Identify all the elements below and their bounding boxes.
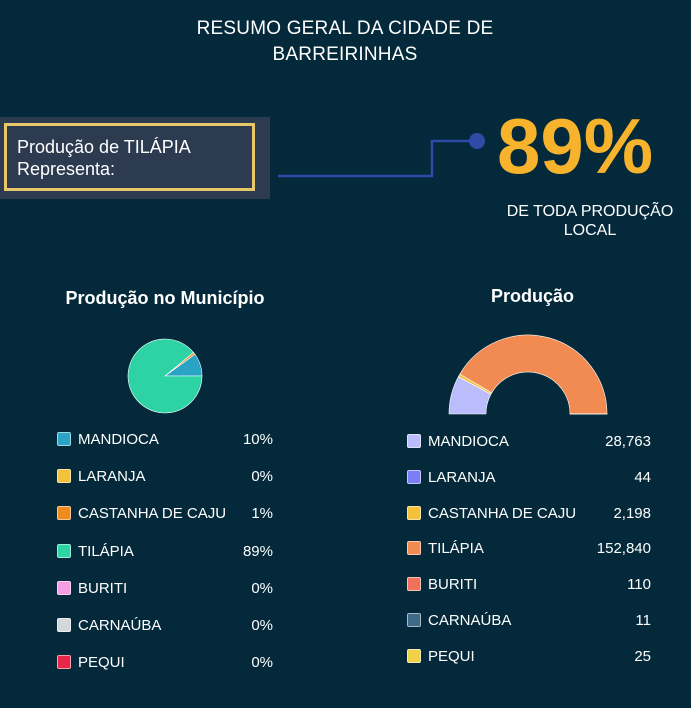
legend-swatch xyxy=(57,655,71,670)
pie-chart xyxy=(127,338,203,414)
donut-legend-item-buriti: BURITI 110 xyxy=(407,575,651,595)
callout-line-1: Produção de TILÁPIA xyxy=(17,137,191,157)
caption-line-1: DE TODA PRODUÇÃO xyxy=(506,203,674,220)
legend-swatch xyxy=(407,648,421,663)
pie-legend-item-laranja: LARANJA 0% xyxy=(57,467,273,487)
legend-value: 10% xyxy=(242,431,273,448)
connector-line xyxy=(278,139,474,178)
legend-value: 0% xyxy=(251,654,273,672)
legend-label: BURITI xyxy=(428,576,478,594)
donut-chart-title: Produção xyxy=(490,286,574,306)
legend-label: LARANJA xyxy=(78,468,146,486)
pie-chart-title: Produção no Município xyxy=(65,288,265,308)
legend-value: 0% xyxy=(251,617,273,634)
pie-legend-item-mandioca: MANDIOCA 10% xyxy=(57,430,273,450)
legend-value: 152,840 xyxy=(596,540,651,558)
donut-legend-item-mandioca: MANDIOCA 28,763 xyxy=(407,432,651,452)
pie-legend-item-castanha-de-caju: CASTANHA DE CAJU 1% xyxy=(57,504,273,524)
legend-label: MANDIOCA xyxy=(78,431,159,448)
legend-label: LARANJA xyxy=(428,468,496,486)
donut-legend-item-carnauba: CARNAÚBA 11 xyxy=(407,611,651,631)
legend-value: 0% xyxy=(251,579,273,597)
caption-line-2: LOCAL xyxy=(563,222,617,239)
big-percentage-caption: DE TODA PRODUÇÃO LOCAL xyxy=(490,202,690,240)
pie-legend-item-buriti: BURITI 0% xyxy=(57,579,273,599)
legend-value: 25 xyxy=(634,647,651,665)
legend-swatch xyxy=(57,469,71,484)
legend-label: CASTANHA DE CAJU xyxy=(78,505,227,523)
legend-value: 110 xyxy=(627,576,651,594)
callout-line-2: Representa: xyxy=(17,159,116,179)
legend-value: 2,198 xyxy=(613,504,651,522)
pie-slice-tilapia xyxy=(127,338,203,414)
callout-frame: Produção de TILÁPIA Representa: xyxy=(4,123,255,191)
page-title-line-2: BARREIRINHAS xyxy=(272,44,418,65)
legend-swatch xyxy=(57,506,71,521)
half-donut-chart xyxy=(448,334,608,415)
legend-swatch xyxy=(407,505,421,520)
legend-value: 1% xyxy=(251,505,273,523)
callout-box: Produção de TILÁPIA Representa: xyxy=(0,117,270,199)
donut-legend-item-laranja: LARANJA 44 xyxy=(407,468,651,488)
legend-label: PEQUI xyxy=(428,647,475,665)
legend-swatch xyxy=(407,469,421,484)
legend-label: PEQUI xyxy=(78,654,125,672)
legend-label: CARNAÚBA xyxy=(78,617,162,634)
legend-label: CARNAÚBA xyxy=(428,612,512,629)
donut-legend-item-pequi: PEQUI 25 xyxy=(407,647,651,667)
legend-label: TILÁPIA xyxy=(78,542,134,560)
legend-label: MANDIOCA xyxy=(428,433,509,450)
legend-label: CASTANHA DE CAJU xyxy=(428,504,577,522)
legend-swatch xyxy=(407,434,421,448)
legend-swatch xyxy=(57,543,71,558)
donut-segment-tilapia xyxy=(459,334,608,415)
legend-value: 28,763 xyxy=(605,433,651,450)
legend-swatch xyxy=(57,618,71,632)
legend-swatch xyxy=(407,613,421,627)
legend-swatch xyxy=(57,432,71,446)
pie-legend-item-carnauba: CARNAÚBA 0% xyxy=(57,616,273,636)
legend-value: 44 xyxy=(634,468,651,486)
big-percentage: 89% xyxy=(497,102,654,190)
legend-value: 89% xyxy=(242,542,273,560)
page-title-line-1: RESUMO GERAL DA CIDADE DE xyxy=(196,18,494,39)
legend-swatch xyxy=(407,541,421,556)
donut-legend-item-tilapia: TILÁPIA 152,840 xyxy=(407,539,651,559)
pie-legend-item-tilapia: TILÁPIA 89% xyxy=(57,542,273,562)
pie-legend-item-pequi: PEQUI 0% xyxy=(57,653,273,673)
legend-label: TILÁPIA xyxy=(428,540,484,558)
legend-value: 0% xyxy=(251,468,273,486)
legend-value: 11 xyxy=(635,612,651,629)
legend-swatch xyxy=(407,577,421,592)
connector-dot xyxy=(469,133,485,149)
legend-swatch xyxy=(57,580,71,595)
legend-label: BURITI xyxy=(78,579,128,597)
page-title: RESUMO GERAL DA CIDADE DE BARREIRINHAS xyxy=(150,16,540,68)
donut-legend-item-castanha-de-caju: CASTANHA DE CAJU 2,198 xyxy=(407,504,651,524)
